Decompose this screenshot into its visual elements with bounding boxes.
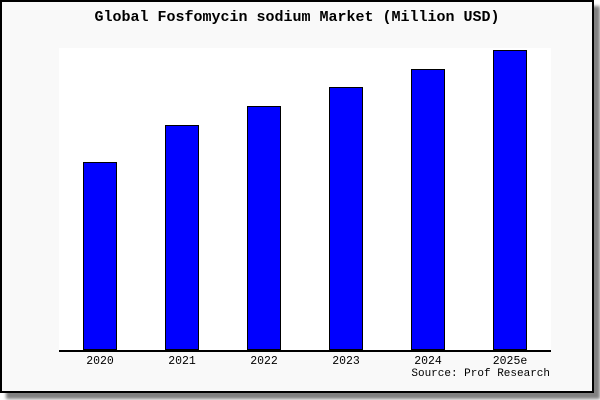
- bar-2022: [247, 106, 281, 350]
- bar-2023: [329, 87, 363, 350]
- chart-frame: Global Fosfomycin sodium Market (Million…: [0, 0, 594, 393]
- x-axis-label-2024: 2024: [414, 355, 442, 368]
- x-axis-label-2022: 2022: [250, 355, 278, 368]
- bar-2025e: [493, 50, 527, 350]
- source-credit: Source: Prof Research: [411, 368, 550, 380]
- x-axis-label-2023: 2023: [332, 355, 360, 368]
- x-axis-label-2025e: 2025e: [492, 355, 528, 368]
- chart-title: Global Fosfomycin sodium Market (Million…: [94, 9, 500, 26]
- bar-2021: [165, 125, 199, 350]
- bar-2020: [83, 162, 117, 350]
- x-axis-label-2020: 2020: [86, 355, 114, 368]
- plot-area: [59, 48, 551, 352]
- bar-2024: [411, 69, 445, 350]
- x-axis-labels: 2020 2021 2022 2023 2024 2025e: [59, 355, 551, 369]
- x-axis-label-2021: 2021: [168, 355, 196, 368]
